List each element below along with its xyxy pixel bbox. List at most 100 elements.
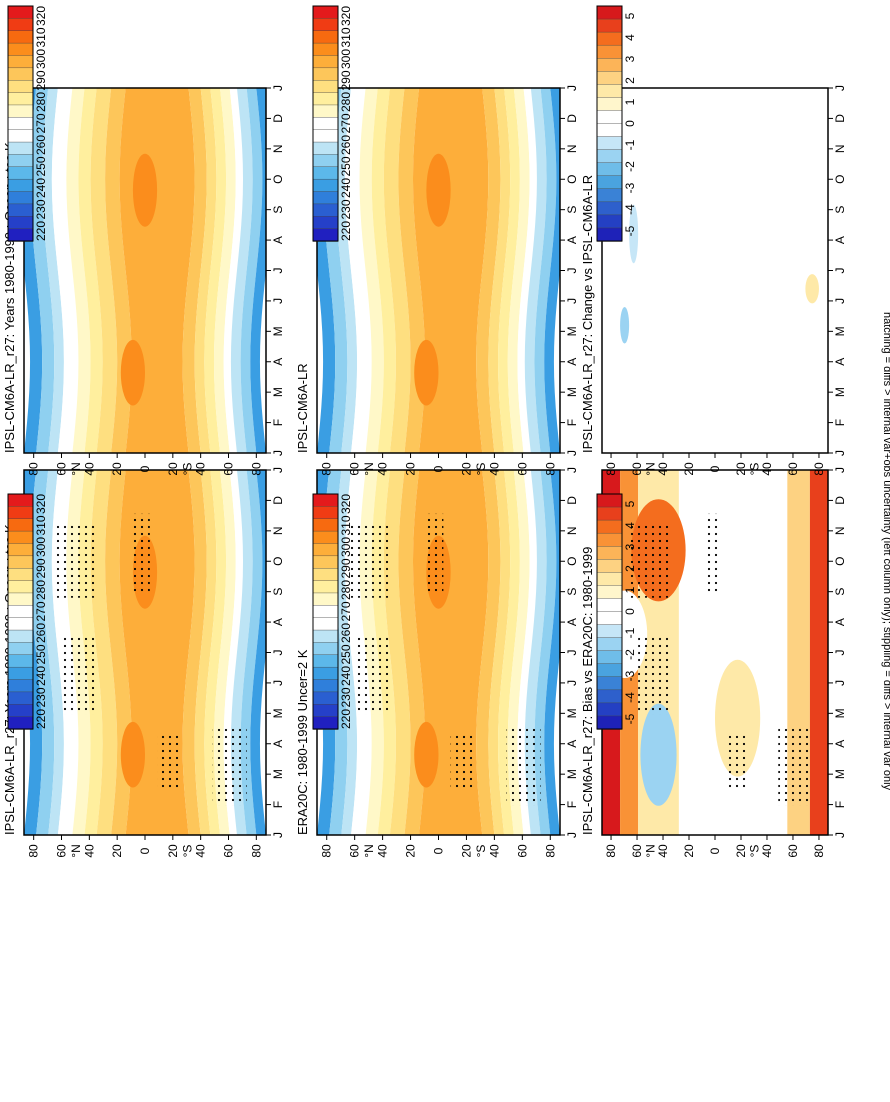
colorbar-swatch	[312, 166, 339, 180]
colorbar-swatch	[312, 30, 339, 44]
colorbar-label: 280	[339, 92, 353, 112]
colorbar-swatch	[312, 642, 339, 656]
contour-band	[335, 470, 358, 835]
colorbar-label: 320	[34, 494, 48, 514]
y-tick-label: 20	[682, 844, 696, 858]
colorbar-swatch	[596, 71, 623, 86]
y-hemisphere-label: °N	[644, 462, 658, 475]
contour-band	[524, 88, 547, 453]
x-tick-label: M	[833, 708, 847, 718]
colorbar-swatch	[596, 702, 623, 717]
colorbar-frame	[7, 5, 34, 242]
stipple-region	[132, 513, 150, 595]
x-tick-label: M	[565, 387, 579, 397]
colorbar-label: 320	[339, 494, 353, 514]
y-tick-label: 80	[812, 462, 826, 476]
x-tick-label: A	[271, 618, 285, 626]
colorbar-swatch	[312, 716, 339, 730]
contour-band	[534, 88, 557, 453]
y-tick-label: 20	[110, 462, 124, 476]
colorbar-swatch	[7, 605, 34, 619]
y-tick-label: 40	[656, 462, 670, 476]
colorbar-swatch	[596, 175, 623, 190]
y-tick-label: 0	[708, 465, 722, 472]
y-tick-label: 40	[82, 462, 96, 476]
x-tick-label: J	[833, 832, 847, 838]
contour-band	[476, 88, 501, 453]
contour-band	[335, 88, 358, 453]
colorbar-swatch	[7, 216, 34, 230]
colorbar-label: 4	[623, 34, 637, 41]
y-hemisphere-label: °S	[748, 845, 762, 858]
colorbar-label: -1	[623, 139, 637, 150]
contour-band	[204, 470, 227, 835]
x-tick-label: A	[565, 236, 579, 244]
x-tick-label: D	[565, 114, 579, 123]
y-tick-label: 20	[404, 462, 418, 476]
x-tick-label: O	[833, 557, 847, 566]
contour-band	[240, 88, 263, 453]
colorbar-swatch	[596, 31, 623, 46]
stipple-region	[355, 634, 390, 715]
colorbar-swatch	[7, 166, 34, 180]
colorbar-swatch	[596, 493, 623, 508]
colorbar-swatch	[312, 80, 339, 94]
colorbar-swatch	[596, 162, 623, 177]
colorbar-swatch	[312, 493, 339, 508]
colorbar-swatch	[7, 154, 34, 168]
y-tick-label: 40	[376, 844, 390, 858]
x-tick-label: A	[565, 358, 579, 366]
x-tick-label: J	[565, 650, 579, 656]
y-hemisphere-label: °N	[644, 844, 658, 857]
x-tick-label: N	[565, 144, 579, 153]
colorbar-swatch	[596, 546, 623, 560]
colorbar-label: -3	[623, 670, 637, 681]
y-hemisphere-label: °S	[474, 845, 488, 858]
y-tick-label: 0	[708, 847, 722, 854]
y-hemisphere-label: °S	[180, 845, 194, 858]
colorbar-swatch	[312, 178, 339, 193]
y-tick-label: 0	[138, 847, 152, 854]
y-hemisphere-label: °S	[748, 463, 762, 476]
y-hemisphere-label: °S	[180, 463, 194, 476]
contour-band	[30, 470, 55, 835]
y-tick-label: 80	[604, 844, 618, 858]
colorbar-swatch	[596, 149, 623, 164]
stipple-region	[726, 732, 749, 788]
colorbar-frame	[312, 493, 339, 730]
x-tick-label: A	[565, 740, 579, 748]
x-tick-label: A	[833, 618, 847, 626]
contour-maximum	[120, 721, 145, 788]
contour-band	[250, 88, 266, 453]
colorbar-label: 230	[339, 199, 353, 219]
contour-maximum	[414, 339, 439, 406]
colorbar-swatch	[7, 543, 34, 557]
colorbar-swatch	[596, 58, 623, 72]
x-tick-label: J	[565, 450, 579, 456]
y-tick-label: 80	[27, 844, 41, 858]
stipple-region	[506, 725, 541, 806]
colorbar-swatch	[596, 5, 623, 20]
colorbar-label: 260	[34, 623, 48, 643]
colorbar-swatch	[7, 55, 34, 69]
contour-band	[805, 274, 819, 304]
contour-band	[90, 470, 118, 835]
contour-band	[250, 470, 266, 835]
colorbar-label: 220	[339, 709, 353, 729]
colorbar-label: 250	[339, 644, 353, 664]
x-tick-label: S	[833, 206, 847, 214]
contour-band	[66, 88, 91, 453]
colorbar-label: -5	[623, 225, 637, 236]
contour-maximum	[132, 153, 158, 227]
x-tick-label: N	[833, 144, 847, 153]
colorbar-frame	[7, 493, 34, 730]
contour-band	[544, 88, 560, 453]
colorbar-swatch	[312, 104, 339, 119]
y-tick-label: 80	[543, 844, 557, 858]
colorbar-swatch	[312, 518, 339, 532]
contour-band	[809, 470, 828, 835]
colorbar-swatch	[312, 506, 339, 520]
colorbar-label: 310	[339, 27, 353, 47]
colorbar-label: 240	[34, 178, 48, 198]
